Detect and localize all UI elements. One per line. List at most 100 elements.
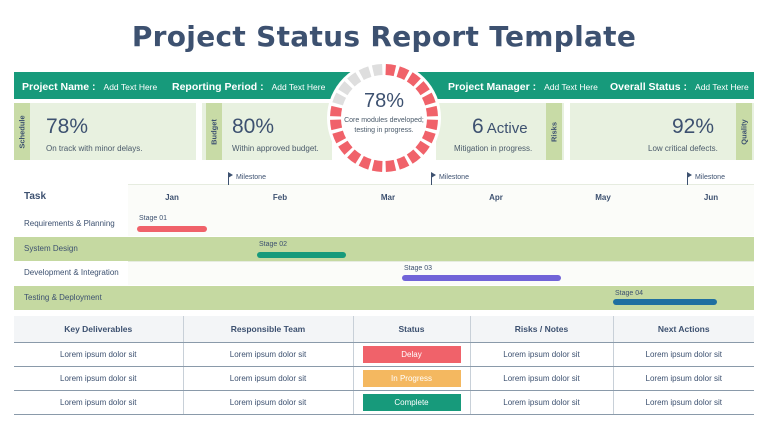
team-cell[interactable]: Lorem ipsum dolor sit <box>183 366 354 391</box>
gauge-segment-filled <box>332 130 347 144</box>
stage-bar[interactable] <box>402 275 561 281</box>
gauge-segment-filled <box>421 130 436 144</box>
gauge-segment-filled <box>330 119 343 131</box>
project-manager-value[interactable]: Add Text Here <box>544 82 598 92</box>
flag-icon <box>228 172 233 178</box>
table-row: Lorem ipsum dolor sit Lorem ipsum dolor … <box>14 366 754 391</box>
gauge-segments <box>330 64 438 172</box>
column-header: Key Deliverables <box>14 316 184 343</box>
gauge-segment-filled <box>421 92 436 106</box>
table-row: Lorem ipsum dolor sit Lorem ipsum dolor … <box>14 342 754 367</box>
month-label: Feb <box>272 193 288 202</box>
gauge-backdrop <box>327 61 441 175</box>
gauge-segment-filled <box>425 105 438 117</box>
project-manager-label: Project Manager : <box>448 81 537 93</box>
month-label: Jan <box>165 193 179 202</box>
task-name: Development & Integration <box>24 268 119 277</box>
overall-status-value[interactable]: Add Text Here <box>695 82 749 92</box>
month-label: May <box>595 193 611 202</box>
task-column-header: Task <box>24 191 47 202</box>
schedule-value: 78% <box>46 115 89 138</box>
deliverable-cell[interactable]: Lorem ipsum dolor sit <box>14 366 184 391</box>
deliverable-cell[interactable]: Lorem ipsum dolor sit <box>14 390 184 415</box>
progress-percent: 78% <box>363 90 405 112</box>
team-cell[interactable]: Lorem ipsum dolor sit <box>183 390 354 415</box>
gauge-segment-empty <box>347 72 362 87</box>
status-badge[interactable]: In Progress <box>362 369 461 387</box>
gantt-row: System Design <box>14 237 754 261</box>
gauge-segment-filled <box>347 149 362 164</box>
gauge-segment-filled <box>396 66 410 81</box>
gauge-segment-filled <box>371 159 383 172</box>
gauge-segment-filled <box>385 159 397 172</box>
table-row: Lorem ipsum dolor sit Lorem ipsum dolor … <box>14 390 754 415</box>
status-cell: In Progress <box>353 366 471 391</box>
gauge-segment-filled <box>338 140 353 155</box>
stage-bar[interactable] <box>613 299 717 305</box>
risks-value: 6 Active <box>472 115 528 138</box>
column-header: Risks / Notes <box>470 316 614 343</box>
flag-icon <box>687 172 692 178</box>
gauge-segment-filled <box>415 140 430 155</box>
stage-label: Stage 04 <box>615 290 644 297</box>
budget-note: Within approved budget. <box>232 144 319 153</box>
deliverable-cell[interactable]: Lorem ipsum dolor sit <box>14 342 184 367</box>
schedule-tag: Schedule <box>14 103 30 160</box>
gantt-row: Development & Integration <box>14 261 754 285</box>
gantt-header-area <box>128 184 754 236</box>
schedule-card: Schedule 78% On track with minor delays. <box>14 103 196 160</box>
column-header: Responsible Team <box>183 316 354 343</box>
team-cell[interactable]: Lorem ipsum dolor sit <box>183 342 354 367</box>
gantt-row: Testing & Deployment <box>14 286 754 310</box>
quality-value: 92% <box>672 115 715 138</box>
reporting-period-field[interactable]: Reporting Period : Add Text Here <box>172 72 325 99</box>
reporting-period-label: Reporting Period : <box>172 81 264 93</box>
gauge-segment-filled <box>396 155 410 170</box>
project-manager-field[interactable]: Project Manager : Add Text Here <box>448 72 598 99</box>
next-action-cell[interactable]: Lorem ipsum dolor sit <box>613 390 754 415</box>
budget-tag: Budget <box>206 103 222 160</box>
page-title: Project Status Report Template <box>131 20 637 53</box>
status-badge[interactable]: Delay <box>362 345 461 363</box>
gauge-segment-filled <box>330 105 343 117</box>
gauge-segment-filled <box>425 119 438 131</box>
month-label: Apr <box>489 193 503 202</box>
stage-bar[interactable] <box>137 226 207 232</box>
risks-tag: Risks <box>546 103 562 160</box>
progress-note: Core modules developed; testing in progr… <box>344 117 424 134</box>
next-action-cell[interactable]: Lorem ipsum dolor sit <box>613 366 754 391</box>
gauge-segment-empty <box>358 66 372 81</box>
gauge-segment-empty <box>332 92 347 106</box>
notes-cell[interactable]: Lorem ipsum dolor sit <box>470 390 614 415</box>
notes-cell[interactable]: Lorem ipsum dolor sit <box>470 366 614 391</box>
project-name-field[interactable]: Project Name : Add Text Here <box>22 72 157 99</box>
stage-bar[interactable] <box>257 252 346 258</box>
gauge-segment-filled <box>385 64 397 77</box>
gantt-row: Requirements & Planning <box>14 212 754 236</box>
month-label: Jun <box>703 193 719 202</box>
gauge-segment-empty <box>338 81 353 96</box>
reporting-period-value[interactable]: Add Text Here <box>271 82 326 92</box>
milestone-marker: Milestone <box>228 172 266 185</box>
task-name: System Design <box>24 244 78 253</box>
task-name: Testing & Deployment <box>24 293 102 302</box>
milestone-marker: Milestone <box>687 172 725 185</box>
flag-icon <box>431 172 436 178</box>
budget-card: Budget 80% Within approved budget. <box>202 103 332 160</box>
progress-gauge <box>327 61 441 175</box>
budget-value: 80% <box>232 115 275 138</box>
milestone-marker: Milestone <box>431 172 469 185</box>
status-badge[interactable]: Complete <box>362 393 461 411</box>
status-cell: Delay <box>353 342 471 367</box>
status-cell: Complete <box>353 390 471 415</box>
task-name: Requirements & Planning <box>24 219 115 228</box>
column-header: Next Actions <box>613 316 754 343</box>
project-name-label: Project Name : <box>22 81 96 93</box>
gauge-segment-filled <box>406 72 421 87</box>
quality-note: Low critical defects. <box>648 144 718 153</box>
notes-cell[interactable]: Lorem ipsum dolor sit <box>470 342 614 367</box>
next-action-cell[interactable]: Lorem ipsum dolor sit <box>613 342 754 367</box>
project-name-value[interactable]: Add Text Here <box>103 82 158 92</box>
overall-status-field[interactable]: Overall Status : Add Text Here <box>610 72 749 99</box>
table-header-row: Key Deliverables Responsible Team Status… <box>14 316 754 343</box>
